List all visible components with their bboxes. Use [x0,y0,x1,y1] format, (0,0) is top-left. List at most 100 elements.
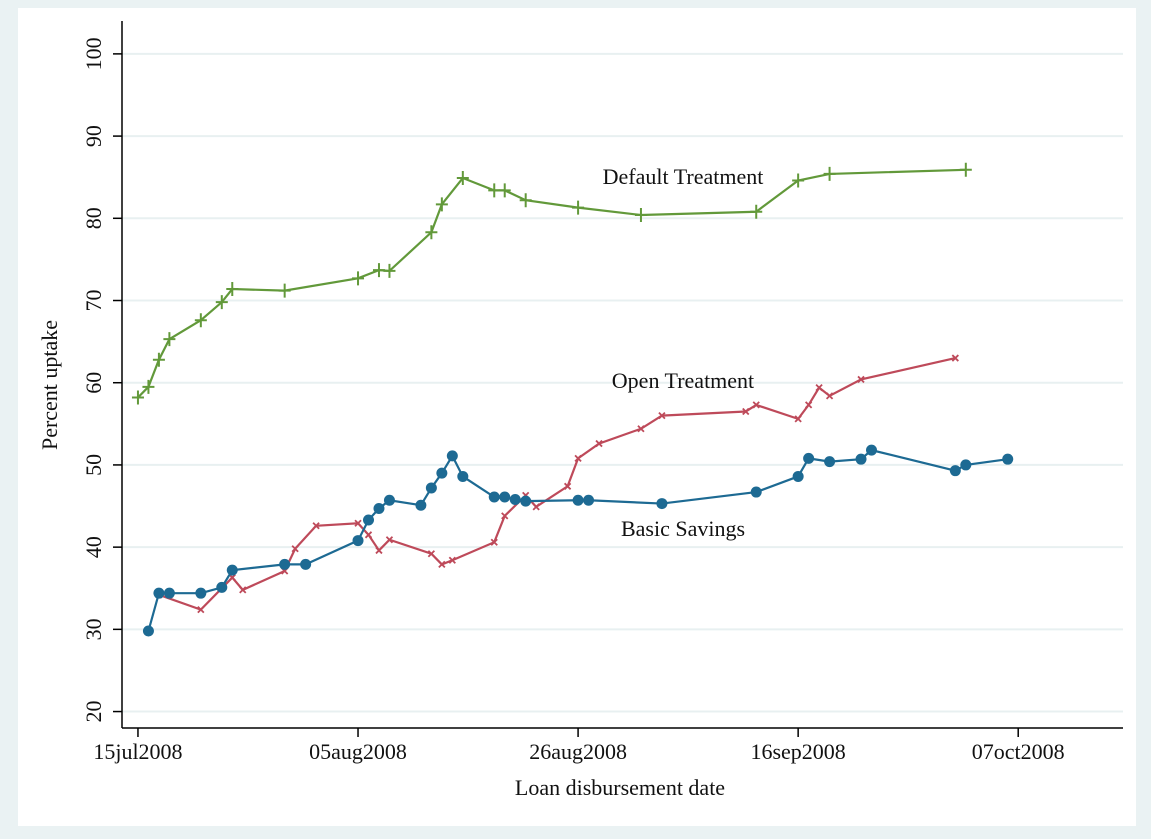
marker [824,456,836,468]
marker [278,283,291,298]
marker [498,183,511,198]
plot-background [18,8,1136,826]
marker [131,390,144,405]
marker [216,581,228,593]
x-tick-label: 07oct2008 [972,739,1065,764]
marker [519,193,532,208]
marker [532,503,540,511]
marker [142,379,155,394]
marker [436,467,448,479]
marker [152,352,165,367]
marker [750,204,763,219]
marker [197,605,205,614]
y-tick-label: 50 [81,454,106,476]
marker [383,494,395,506]
marker [804,401,813,409]
marker [960,459,972,471]
y-tick-label: 40 [81,536,106,558]
marker [488,183,501,198]
marker [291,545,299,553]
x-tick-label: 05aug2008 [309,739,407,764]
marker [656,498,668,510]
marker [792,470,804,482]
marker [364,531,373,539]
marker [435,197,448,212]
x-tick-label: 26aug2008 [529,739,627,764]
marker [490,538,498,546]
marker [239,586,247,594]
marker [951,354,959,362]
y-tick-label: 30 [81,618,106,640]
y-tick-label: 70 [81,290,106,312]
marker [354,519,362,527]
marker [226,564,238,576]
x-tick-label: 16sep2008 [750,739,845,764]
marker [427,550,436,558]
marker [750,486,762,498]
marker [792,173,805,188]
marker [1002,453,1014,465]
marker [857,375,865,384]
marker [949,465,961,477]
marker [373,503,385,515]
y-tick-label: 90 [81,125,106,147]
marker [195,587,207,599]
marker [163,587,175,599]
x-tick-label: 15jul2008 [93,739,182,764]
marker [855,453,867,465]
series-label: Default Treatment [603,164,764,189]
marker [520,495,532,507]
y-tick-label: 20 [81,701,106,723]
marker [456,171,469,186]
marker [215,295,228,310]
series-label: Basic Savings [621,516,745,541]
marker [825,392,834,400]
marker [595,439,603,448]
marker [583,494,595,506]
marker [634,208,647,223]
marker [448,556,456,564]
marker [866,444,877,456]
marker [438,560,446,569]
marker [446,450,458,462]
marker [794,415,802,423]
marker [823,166,836,181]
series-label: Open Treatment [612,368,754,393]
marker [300,558,312,570]
marker [501,512,509,520]
marker [563,482,572,490]
marker [352,271,365,286]
marker [457,470,469,482]
y-tick-label: 80 [81,207,106,229]
marker [385,536,394,544]
marker [383,263,396,278]
marker [425,225,438,240]
marker [574,454,582,462]
marker [803,452,815,464]
marker [226,282,239,297]
marker [363,514,374,526]
marker [352,535,364,547]
marker [425,482,437,494]
marker [312,522,320,530]
marker [658,411,666,420]
marker [194,313,207,328]
marker [637,425,645,433]
marker [163,332,176,347]
marker [153,587,165,599]
marker [375,546,383,555]
marker [415,499,427,511]
marker [488,491,500,503]
marker [815,384,823,392]
y-tick-label: 60 [81,372,106,394]
x-axis-title: Loan disbursement date [515,775,725,800]
marker [509,493,521,505]
marker [279,558,291,570]
marker [572,200,585,215]
marker [142,625,154,637]
marker [959,162,972,177]
marker [572,494,584,506]
y-axis-title: Percent uptake [37,320,62,450]
